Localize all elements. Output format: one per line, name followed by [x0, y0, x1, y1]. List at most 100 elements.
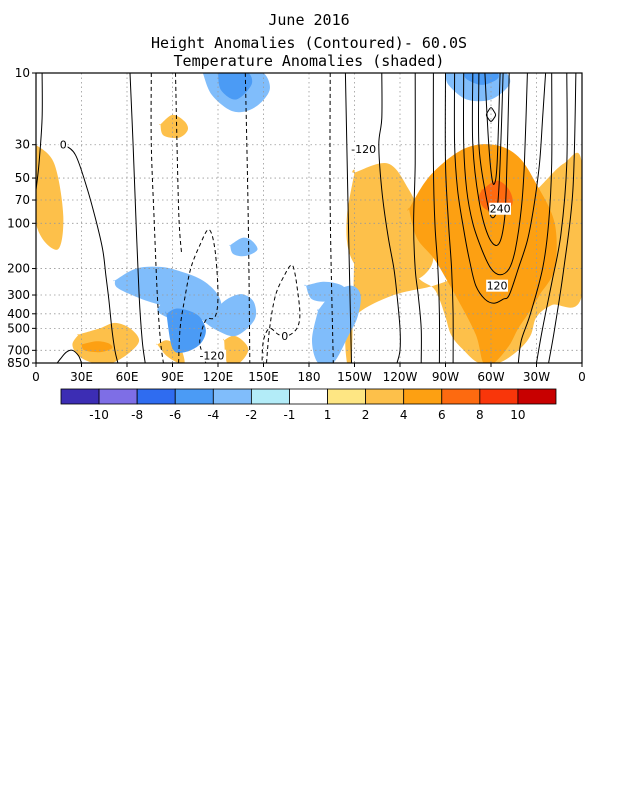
temperature-region-3	[407, 144, 557, 363]
y-tick-label: 30	[15, 138, 30, 152]
height-contour-19	[484, 73, 501, 185]
contour-label-bg	[59, 138, 68, 151]
contour-label: -120	[349, 142, 378, 156]
contour-labels: 0 -120 240 120 0 -120	[59, 138, 511, 363]
colorbar-label: 2	[362, 408, 370, 422]
colorbar-label: -10	[89, 408, 109, 422]
temperature-region-16	[312, 285, 361, 363]
x-tick-label: 60E	[116, 370, 139, 384]
colorbar-swatch	[174, 388, 214, 405]
contour-label-text: 0	[281, 330, 288, 343]
temperature-region-0	[36, 144, 64, 250]
temperature-shading	[36, 73, 582, 363]
colorbar-swatch	[98, 388, 138, 405]
x-tick-label: 150W	[337, 370, 372, 384]
height-contour-12	[413, 73, 422, 363]
contour-label-bg	[489, 202, 511, 215]
height-contour-0	[36, 73, 43, 191]
colorbar-swatch	[479, 388, 519, 405]
colorbar-label: 10	[510, 408, 525, 422]
height-contour-16	[462, 73, 528, 276]
height-contour-8	[261, 264, 301, 363]
grid-lines	[36, 73, 582, 363]
x-tick-label: 90W	[432, 370, 459, 384]
contour-label: -120	[197, 349, 227, 363]
x-tick-label: 0	[32, 370, 40, 384]
contour-label-text: -120	[351, 143, 376, 156]
y-tick-label: 400	[7, 307, 30, 321]
height-contour-11	[378, 73, 401, 363]
y-tick-label: 850	[7, 356, 30, 370]
contour-label-text: 0	[60, 139, 67, 152]
colorbar-swatch	[212, 388, 252, 405]
height-contour-10	[344, 73, 352, 363]
colorbar-swatch	[365, 388, 405, 405]
contour-label-text: 120	[487, 280, 508, 293]
height-contour-20	[485, 107, 497, 122]
y-tick-label: 500	[7, 321, 30, 335]
y-tick-label: 70	[15, 193, 30, 207]
y-tick-label: 100	[7, 216, 30, 230]
contour-label: 120	[486, 279, 508, 293]
y-tick-label: 700	[7, 343, 30, 357]
x-tick-label: 180	[298, 370, 321, 384]
height-contour-21	[517, 73, 553, 363]
colorbar-swatch	[136, 388, 176, 405]
temperature-region-8	[159, 114, 189, 139]
height-contours	[36, 73, 577, 363]
colorbar-label: 6	[438, 408, 446, 422]
height-contour-9	[329, 73, 334, 363]
temperature-region-2	[346, 162, 434, 285]
colorbar-label: -2	[245, 408, 257, 422]
contour-label: 240	[489, 202, 511, 216]
contour-label-text: -120	[199, 350, 224, 363]
height-contour-7	[244, 73, 251, 363]
temperature-region-14	[229, 237, 258, 257]
x-tick-label: 90E	[161, 370, 184, 384]
colorbar-label: 1	[324, 408, 332, 422]
temperature-region-13	[165, 308, 206, 353]
height-contour-18	[477, 73, 504, 219]
height-contour-13	[432, 73, 441, 363]
temperature-region-9	[223, 335, 249, 363]
contour-label-bg	[349, 142, 378, 155]
x-tick-label: 0	[578, 370, 586, 384]
colorbar: -10 -8 -6 -4 -2 -1 1 2 4 6 8 10	[60, 388, 557, 422]
height-contour-23	[548, 73, 577, 363]
chart-title: June 2016	[268, 11, 349, 29]
contour-label-bg	[280, 329, 290, 342]
height-contour-17	[471, 73, 510, 246]
colorbar-label: 8	[476, 408, 484, 422]
height-contour-1	[62, 144, 119, 363]
chart-subtitle-temperature: Temperature Anomalies (shaded)	[174, 52, 445, 70]
height-contour-15	[453, 73, 547, 304]
colorbar-swatch	[289, 388, 328, 405]
x-tick-label: 120W	[383, 370, 418, 384]
contour-label: 0	[59, 138, 68, 152]
temperature-region-11	[202, 294, 257, 337]
height-contour-6	[178, 229, 219, 363]
colorbar-swatch	[327, 388, 367, 405]
y-tick-label: 200	[7, 262, 30, 276]
colorbar-label: -6	[169, 408, 181, 422]
contour-label: 0	[280, 329, 290, 343]
colorbar-swatch	[403, 388, 443, 405]
colorbar-label: -8	[131, 408, 143, 422]
height-contour-3	[150, 73, 164, 363]
temperature-region-6	[80, 341, 113, 353]
y-tick-label: 50	[15, 171, 30, 185]
temperature-region-18	[218, 73, 253, 100]
colorbar-swatch	[517, 388, 557, 405]
contour-label-text: 240	[490, 203, 511, 216]
x-tick-label: 30E	[70, 370, 93, 384]
y-tick-label: 300	[7, 288, 30, 302]
colorbar-swatch	[441, 388, 481, 405]
x-tick-label: 30W	[523, 370, 550, 384]
x-tick-label: 60W	[477, 370, 504, 384]
height-contour-14	[444, 73, 454, 363]
colorbar-swatch	[60, 388, 100, 405]
x-tick-label: 120E	[203, 370, 234, 384]
contour-label-bg	[486, 279, 508, 292]
